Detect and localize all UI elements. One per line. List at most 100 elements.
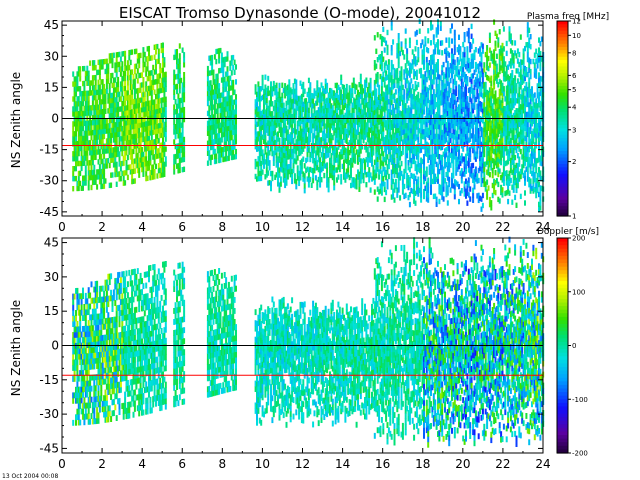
heatmap-cell	[401, 139, 404, 145]
heatmap-cell	[345, 128, 348, 135]
heatmap-cell	[428, 124, 431, 131]
heatmap-cell	[84, 150, 87, 156]
heatmap-cell	[387, 119, 390, 125]
heatmap-cell	[421, 94, 424, 100]
heatmap-cell	[225, 101, 228, 107]
heatmap-cell	[445, 161, 448, 168]
heatmap-cell	[427, 127, 430, 134]
heatmap-cell	[386, 129, 389, 135]
heatmap-cell	[157, 88, 160, 94]
heatmap-cell	[178, 122, 181, 129]
heatmap-cell	[305, 123, 308, 129]
heatmap-cell	[152, 174, 155, 180]
heatmap-cell	[136, 93, 139, 99]
heatmap-cell	[368, 82, 371, 88]
heatmap-cell	[378, 114, 381, 120]
heatmap-cell	[145, 86, 148, 92]
heatmap-cell	[96, 169, 99, 175]
heatmap-cell	[114, 137, 117, 143]
heatmap-cell	[313, 148, 316, 154]
heatmap-cell	[271, 145, 274, 152]
heatmap-cell	[392, 109, 395, 115]
heatmap-cell	[497, 161, 500, 168]
heatmap-cell	[110, 53, 113, 59]
heatmap-cell	[118, 61, 121, 68]
heatmap-cell	[268, 160, 271, 166]
heatmap-cell	[220, 92, 223, 98]
heatmap-cell	[128, 164, 131, 170]
heatmap-cell	[410, 162, 413, 169]
heatmap-cell	[143, 156, 146, 162]
heatmap-cell	[176, 153, 178, 159]
heatmap-cell	[274, 149, 277, 156]
heatmap-cell	[313, 118, 316, 124]
heatmap-cell	[452, 153, 455, 159]
heatmap-cell	[458, 198, 460, 205]
heatmap-cell	[387, 148, 390, 155]
heatmap-cell	[79, 111, 82, 117]
heatmap-cell	[438, 134, 441, 140]
heatmap-cell	[226, 101, 229, 107]
heatmap-cell	[254, 144, 257, 150]
heatmap-cell	[281, 157, 284, 163]
heatmap-cell	[431, 168, 434, 175]
heatmap-cell	[79, 91, 82, 97]
heatmap-cell	[79, 140, 82, 147]
heatmap-cell	[93, 114, 96, 121]
heatmap-cell	[494, 95, 497, 101]
heatmap-cell	[317, 127, 320, 133]
heatmap-cell	[423, 144, 425, 150]
heatmap-cell	[378, 144, 381, 150]
heatmap-cell	[235, 119, 237, 125]
heatmap-cell	[213, 89, 216, 95]
heatmap-cell	[313, 158, 316, 164]
heatmap-cell	[427, 48, 430, 54]
heatmap-cell	[101, 148, 104, 155]
heatmap-cell	[373, 65, 376, 71]
heatmap-cell	[415, 109, 418, 115]
heatmap-cell	[148, 145, 150, 151]
heatmap-cell	[483, 151, 486, 158]
heatmap-cell	[104, 103, 107, 109]
heatmap-cell	[230, 55, 233, 61]
heatmap-cell	[345, 173, 348, 179]
heatmap-cell	[459, 66, 462, 72]
heatmap-cell	[139, 122, 142, 128]
heatmap-cell	[129, 164, 132, 170]
heatmap-cell	[373, 159, 376, 165]
heatmap-cell	[455, 80, 458, 87]
heatmap-cell	[257, 161, 260, 167]
heatmap-cell	[129, 69, 132, 75]
heatmap-cell	[75, 86, 77, 92]
heatmap-cell	[491, 113, 494, 119]
heatmap-cell	[432, 54, 435, 60]
heatmap-cell	[474, 176, 477, 182]
heatmap-cell	[414, 200, 417, 206]
heatmap-cell	[114, 157, 117, 163]
heatmap-cell	[418, 113, 421, 119]
heatmap-cell	[424, 130, 427, 137]
heatmap-cell	[362, 118, 365, 124]
heatmap-cell	[77, 180, 80, 187]
heatmap-cell	[129, 109, 132, 115]
heatmap-cell	[438, 109, 441, 115]
heatmap-cell	[418, 98, 421, 104]
heatmap-cell	[393, 197, 396, 203]
heatmap-cell	[96, 134, 99, 140]
heatmap-cell	[98, 139, 101, 145]
heatmap-cell	[145, 136, 148, 142]
heatmap-cell	[341, 118, 344, 125]
heatmap-cell	[469, 116, 472, 123]
heatmap-cell	[483, 136, 486, 143]
heatmap-cell	[354, 138, 357, 144]
heatmap-cell	[415, 84, 418, 90]
heatmap-cell	[493, 59, 496, 65]
heatmap-cell	[430, 159, 432, 165]
heatmap-cell	[469, 42, 472, 48]
heatmap-cell	[469, 171, 472, 177]
heatmap-cell	[380, 160, 383, 166]
heatmap-cell	[403, 134, 406, 140]
heatmap-cell	[149, 75, 152, 81]
heatmap-cell	[368, 177, 371, 183]
heatmap-cell	[254, 89, 257, 95]
